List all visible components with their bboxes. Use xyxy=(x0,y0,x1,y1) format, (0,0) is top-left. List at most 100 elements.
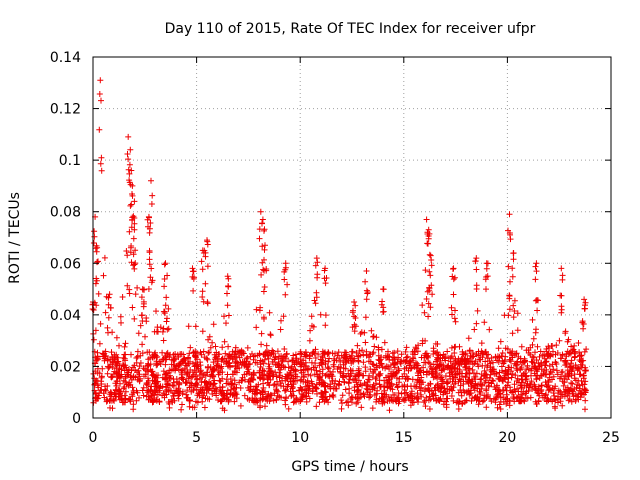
data-point xyxy=(492,399,499,406)
data-point xyxy=(433,397,440,404)
data-point xyxy=(199,266,206,273)
data-point xyxy=(290,388,297,395)
data-point xyxy=(121,367,128,374)
data-point xyxy=(282,387,289,394)
data-point xyxy=(554,371,561,378)
data-point xyxy=(451,274,458,281)
data-point xyxy=(221,313,227,320)
data-point xyxy=(507,387,514,394)
data-point xyxy=(319,396,326,403)
data-point xyxy=(426,360,433,367)
data-point xyxy=(379,298,386,305)
data-point xyxy=(179,401,185,408)
data-point xyxy=(137,360,144,366)
data-point xyxy=(565,397,572,404)
data-point xyxy=(394,383,401,390)
data-point xyxy=(210,366,216,373)
data-point xyxy=(326,393,333,400)
data-point xyxy=(377,370,384,377)
data-point xyxy=(92,280,99,287)
data-point xyxy=(538,372,545,379)
data-point xyxy=(142,333,148,340)
data-point xyxy=(355,365,362,372)
data-point xyxy=(267,376,274,383)
data-point xyxy=(306,385,313,392)
data-point xyxy=(252,352,259,359)
data-point xyxy=(549,343,556,349)
data-point xyxy=(529,359,536,366)
data-point xyxy=(352,302,359,309)
data-point xyxy=(279,377,286,384)
data-point xyxy=(151,351,158,358)
data-point xyxy=(197,368,204,375)
data-point xyxy=(288,392,295,399)
data-point xyxy=(359,347,366,354)
data-point xyxy=(536,353,543,360)
data-point xyxy=(421,399,427,406)
data-point xyxy=(553,342,560,349)
data-point xyxy=(568,343,575,350)
data-point xyxy=(486,375,493,381)
data-point xyxy=(532,297,539,304)
data-point xyxy=(435,351,442,358)
data-point xyxy=(362,364,369,371)
data-point xyxy=(499,377,506,384)
data-point xyxy=(205,336,212,343)
data-point xyxy=(411,351,418,358)
data-point xyxy=(481,319,488,326)
data-point xyxy=(511,352,518,359)
data-point xyxy=(442,373,449,379)
chart-title: Day 110 of 2015, Rate Of TEC Index for r… xyxy=(165,21,536,37)
data-point xyxy=(126,290,133,297)
data-point xyxy=(496,391,503,398)
data-point xyxy=(354,387,361,394)
data-point xyxy=(546,363,553,369)
data-point xyxy=(502,367,509,374)
data-point xyxy=(312,384,319,391)
data-point xyxy=(474,307,481,314)
data-point xyxy=(185,355,192,362)
data-point xyxy=(145,375,151,382)
data-point xyxy=(283,350,290,357)
x-tick-label: 15 xyxy=(395,430,413,446)
data-point xyxy=(227,390,234,397)
data-point xyxy=(262,388,268,395)
data-point xyxy=(580,321,587,327)
data-point xyxy=(305,365,312,372)
data-point xyxy=(118,319,124,326)
data-point xyxy=(274,348,281,355)
data-point xyxy=(290,352,297,359)
data-point xyxy=(506,295,513,302)
data-point xyxy=(146,229,153,236)
data-point xyxy=(309,322,315,329)
data-point xyxy=(128,201,135,208)
data-point xyxy=(325,399,332,406)
data-point xyxy=(477,351,484,357)
data-point xyxy=(219,383,226,390)
data-point xyxy=(380,304,387,311)
data-point xyxy=(124,151,131,157)
data-point xyxy=(568,367,575,374)
y-tick-label: 0.1 xyxy=(59,153,81,169)
data-point xyxy=(180,356,187,363)
data-point xyxy=(292,351,299,358)
data-point xyxy=(97,320,104,327)
data-point xyxy=(232,360,239,367)
data-point xyxy=(216,377,223,384)
data-point xyxy=(138,312,145,319)
data-point xyxy=(511,308,518,314)
data-point xyxy=(468,398,475,404)
data-point xyxy=(483,265,490,272)
data-point xyxy=(224,387,231,394)
data-point xyxy=(430,361,437,368)
data-point xyxy=(433,364,440,371)
data-point xyxy=(396,375,403,382)
data-point xyxy=(186,373,193,380)
data-point xyxy=(263,342,270,349)
data-point xyxy=(335,381,342,388)
data-point xyxy=(569,380,576,387)
data-point xyxy=(306,352,313,359)
data-point xyxy=(376,357,383,364)
data-point xyxy=(451,361,457,368)
data-point xyxy=(225,380,232,387)
